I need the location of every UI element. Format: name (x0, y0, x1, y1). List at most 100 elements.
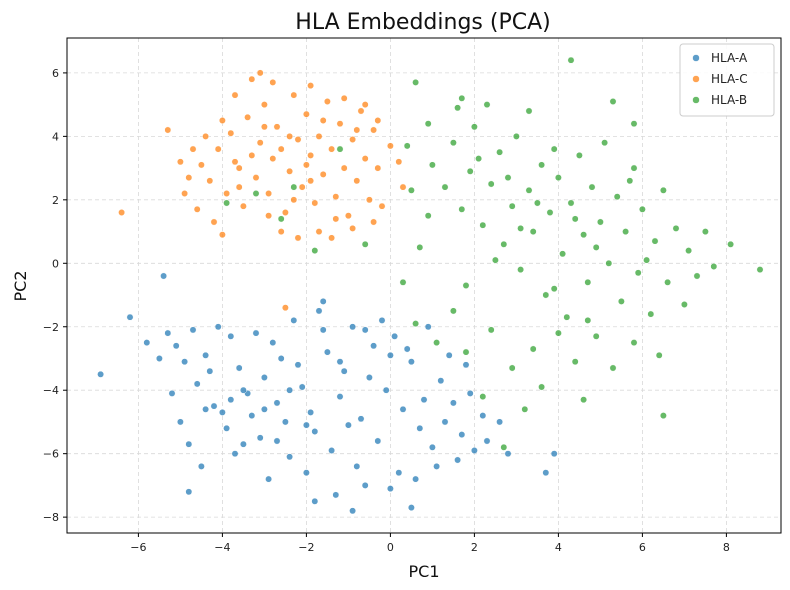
scatter-point (659, 412, 667, 420)
y-axis-label: PC2 (11, 271, 30, 302)
scatter-point (508, 202, 516, 210)
scatter-point (399, 278, 407, 286)
scatter-point (290, 196, 298, 204)
scatter-point (617, 297, 625, 305)
scatter-point (248, 151, 256, 159)
scatter-point (202, 405, 210, 413)
scatter-point (336, 393, 344, 401)
scatter-point (307, 82, 315, 90)
scatter-point (407, 186, 415, 194)
scatter-point (416, 424, 424, 432)
scatter-point (399, 405, 407, 413)
scatter-point (328, 145, 336, 153)
scatter-point (332, 193, 340, 201)
scatter-point (680, 301, 688, 308)
scatter-point (218, 231, 226, 239)
scatter-point (210, 218, 218, 226)
scatter-point (386, 142, 394, 150)
scatter-point (202, 351, 210, 359)
scatter-point (727, 240, 735, 248)
scatter-point (546, 209, 554, 216)
scatter-point (655, 351, 663, 359)
scatter-point (374, 117, 382, 124)
scatter-point (214, 145, 222, 153)
scatter-point (571, 358, 579, 366)
scatter-point (260, 374, 268, 381)
scatter-point (256, 139, 264, 147)
scatter-point (622, 228, 630, 236)
scatter-point (315, 132, 323, 140)
scatter-point (336, 358, 344, 366)
scatter-point (412, 475, 420, 483)
scatter-point (281, 209, 289, 216)
scatter-point (659, 186, 667, 194)
scatter-point (298, 383, 306, 391)
scatter-point (399, 183, 407, 191)
scatter-point (252, 190, 260, 197)
scatter-point (374, 164, 382, 172)
scatter-point (357, 415, 365, 423)
scatter-point (307, 177, 315, 185)
scatter-point (185, 174, 193, 182)
scatter-point (176, 418, 184, 426)
scatter-point (466, 167, 474, 175)
scatter-point (319, 326, 327, 334)
scatter-point (643, 256, 651, 264)
scatter-point (315, 228, 323, 236)
scatter-point (235, 164, 243, 172)
scatter-point (462, 282, 470, 289)
scatter-point (286, 453, 294, 461)
scatter-point (647, 310, 655, 318)
scatter-point (290, 183, 298, 191)
legend-marker (692, 96, 700, 104)
scatter-point (340, 94, 348, 102)
scatter-point (349, 323, 357, 331)
scatter-point (197, 161, 205, 169)
scatter-point (462, 361, 470, 369)
scatter-point (370, 126, 378, 134)
x-tick-label: 4 (555, 541, 562, 554)
scatter-point (605, 259, 613, 267)
scatter-point (260, 405, 268, 413)
scatter-point (462, 348, 470, 356)
scatter-point (634, 269, 642, 277)
scatter-point (437, 377, 445, 385)
scatter-point (609, 364, 617, 372)
y-axis-ticks: −8 −6 −4 −2 0 2 4 6 (43, 67, 67, 524)
scatter-point (290, 91, 298, 99)
scatter-point (550, 285, 558, 293)
scatter-point (458, 205, 466, 213)
scatter-point (512, 132, 520, 140)
scatter-point (613, 193, 621, 201)
scatter-point (269, 78, 277, 86)
scatter-point (580, 231, 588, 239)
scatter-point (630, 120, 638, 128)
scatter-point (210, 402, 218, 410)
legend-label: HLA-B (711, 93, 747, 107)
scatter-point (214, 323, 222, 331)
scatter-point (235, 364, 243, 372)
scatter-point (638, 205, 646, 213)
legend-label: HLA-C (711, 72, 748, 86)
scatter-point (538, 383, 546, 391)
scatter-point (319, 297, 327, 305)
scatter-point (328, 234, 336, 242)
scatter-point (701, 228, 709, 236)
scatter-point (193, 205, 201, 213)
scatter-point (281, 304, 289, 312)
scatter-point (529, 345, 537, 353)
scatter-point (412, 320, 420, 328)
scatter-point (286, 167, 294, 175)
scatter-point (412, 78, 420, 86)
scatter-point (693, 272, 701, 280)
scatter-point (323, 348, 331, 356)
y-tick-label: −4 (43, 384, 59, 397)
scatter-point (218, 117, 226, 124)
y-tick-label: −8 (43, 511, 59, 524)
scatter-point (302, 161, 310, 169)
scatter-point (420, 396, 428, 404)
scatter-point (609, 98, 617, 105)
legend: HLA-A HLA-C HLA-B (679, 43, 775, 117)
scatter-point (353, 126, 361, 134)
y-tick-label: 4 (52, 130, 59, 143)
